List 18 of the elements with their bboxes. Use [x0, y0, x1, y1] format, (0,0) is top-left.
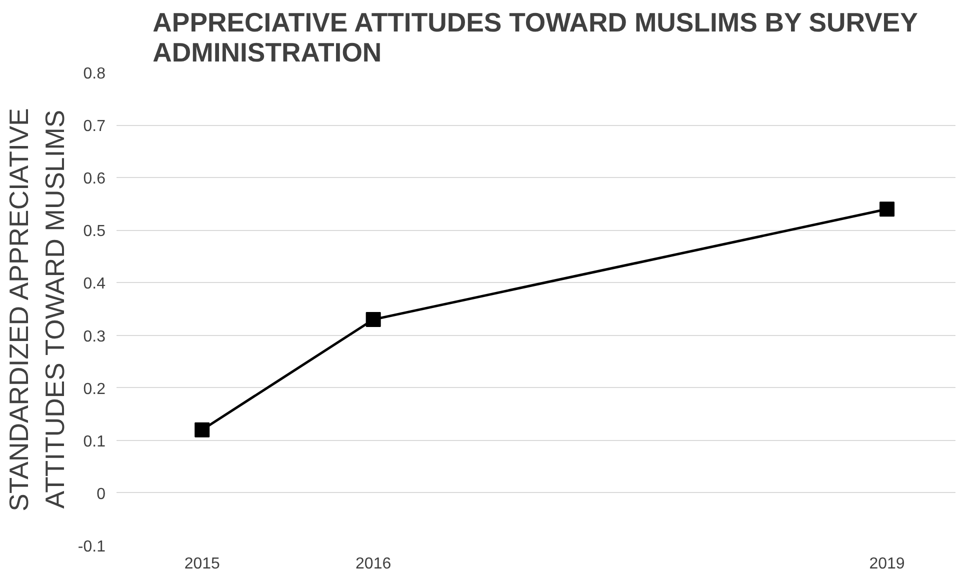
x-tick-label: 2016 — [356, 556, 392, 571]
point — [366, 312, 381, 328]
point — [194, 422, 210, 438]
y-axis-title: STANDARDIZED APPRECIATIVE ATTITUDES TOWARD MUSLIMS — [4, 108, 70, 512]
y-tick-label: 0.3 — [83, 328, 106, 346]
chart-title: APPRECIATIVE ATTITUDES TOWARD MUSLIMS BY SURVEY ADMINISTRATION — [152, 8, 918, 68]
point — [880, 202, 895, 217]
y-tick-label: 0.8 — [83, 66, 106, 82]
y-tick-label: 0.1 — [83, 433, 106, 450]
y-tick-label: 0.7 — [83, 118, 106, 136]
y-tick-label: 0.6 — [83, 170, 106, 188]
y-tick-label: 0 — [96, 486, 106, 503]
y-tick-label: 0.2 — [83, 380, 106, 398]
y-tick-label: 0.5 — [83, 223, 106, 240]
y-tick-label: 0.4 — [83, 276, 106, 293]
x-tick-label: 2019 — [869, 556, 905, 571]
y-tick-label: -0.1 — [78, 538, 106, 556]
x-tick-label: 2015 — [184, 556, 220, 571]
